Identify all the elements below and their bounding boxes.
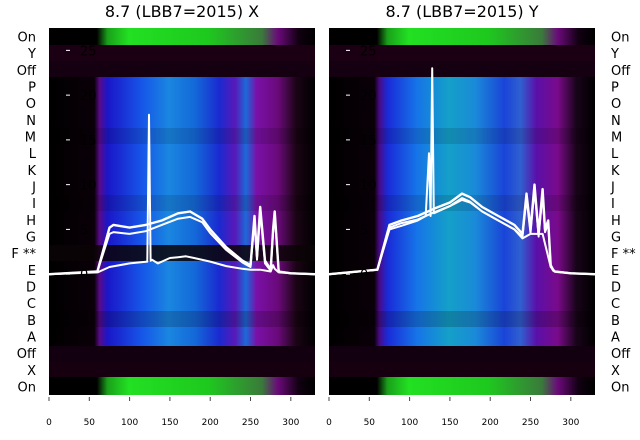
- row-label: On: [611, 381, 629, 396]
- y-tick-label: 10: [80, 179, 97, 194]
- row-label: Y: [610, 47, 619, 62]
- panel-y: 8.7 (LBB7=2015) Y 0 5 10 15 20 25 0 50 100 150 20…: [326, 2, 636, 428]
- x-tick-label: 250: [522, 418, 539, 428]
- row-label: D: [611, 281, 621, 296]
- y-axis-ticks: 0 5 10 15 20 25: [346, 44, 377, 283]
- x-tick-label: 150: [441, 418, 458, 428]
- row-label: E: [28, 264, 36, 279]
- row-label: D: [26, 281, 36, 296]
- row-label: G: [26, 231, 36, 246]
- row-label: A: [611, 331, 620, 346]
- row-label: X: [611, 364, 620, 379]
- x-tick-label: 50: [84, 418, 96, 428]
- row-label: J: [31, 181, 36, 196]
- y-tick-label: 5: [360, 223, 368, 238]
- chart-title: 8.7 (LBB7=2015) X: [105, 2, 259, 21]
- row-label: C: [611, 297, 620, 312]
- y-tick-label: 5: [80, 223, 88, 238]
- y-tick-label: 20: [360, 89, 377, 104]
- row-label: M: [611, 131, 622, 146]
- row-label: H: [611, 214, 621, 229]
- row-label: J: [610, 181, 615, 196]
- row-label: Off: [611, 64, 631, 79]
- series-line: [329, 67, 595, 276]
- row-label: K: [611, 164, 620, 179]
- row-label: O: [611, 97, 621, 112]
- row-label: I: [611, 197, 615, 212]
- y-tick-label: 20: [80, 89, 97, 104]
- row-label: E: [611, 264, 619, 279]
- series-lines: [329, 67, 595, 276]
- row-label: N: [26, 114, 36, 129]
- row-label: B: [611, 314, 620, 329]
- series-line: [49, 113, 315, 276]
- y-tick-label: 15: [80, 134, 97, 149]
- y-tick-label: 0: [80, 268, 88, 283]
- row-label: M: [25, 131, 36, 146]
- row-label: F **: [611, 247, 636, 262]
- y-tick-label: 15: [360, 134, 377, 149]
- series-line: [49, 210, 315, 276]
- y-tick-label: 0: [360, 268, 368, 283]
- x-tick-label: 0: [326, 418, 332, 428]
- row-label: X: [27, 364, 36, 379]
- row-label: On: [18, 31, 36, 46]
- y-tick-label: 10: [360, 179, 377, 194]
- row-label: P: [28, 81, 36, 96]
- y-tick-label: 25: [360, 44, 377, 59]
- row-label: On: [18, 381, 36, 396]
- x-tick-label: 0: [46, 418, 52, 428]
- row-label: H: [26, 214, 36, 229]
- row-label: L: [611, 147, 619, 162]
- x-tick-label: 100: [401, 418, 418, 428]
- heatmap-background: [329, 28, 595, 395]
- row-label: N: [611, 114, 621, 129]
- x-tick-label: 200: [482, 418, 499, 428]
- row-label: C: [27, 297, 36, 312]
- panel-x: 8.7 (LBB7=2015) X 0 5 10 15 20 25 0 50 100 150 20…: [11, 2, 315, 428]
- row-label: Off: [17, 347, 37, 362]
- series-lines: [49, 113, 315, 276]
- row-label: G: [611, 231, 621, 246]
- heatmap-background: [49, 28, 315, 395]
- row-label: F **: [11, 247, 36, 262]
- row-label: L: [29, 147, 37, 162]
- x-tick-label: 300: [282, 418, 299, 428]
- row-label: K: [27, 164, 36, 179]
- x-axis-ticks: 0 50 100 150 200 250 300: [46, 397, 300, 428]
- y-tick-label: 25: [80, 44, 97, 59]
- x-tick-label: 100: [121, 418, 138, 428]
- x-axis-ticks: 0 50 100 150 200 250 300: [326, 397, 580, 428]
- x-tick-label: 50: [364, 418, 376, 428]
- x-tick-label: 150: [161, 418, 178, 428]
- chart-title: 8.7 (LBB7=2015) Y: [385, 2, 538, 21]
- row-label: Off: [611, 347, 631, 362]
- row-label: I: [32, 197, 36, 212]
- row-label: Y: [27, 47, 36, 62]
- y-axis-ticks: 0 5 10 15 20 25: [66, 44, 97, 283]
- row-label: A: [27, 331, 36, 346]
- x-tick-label: 200: [202, 418, 219, 428]
- x-tick-label: 300: [562, 418, 579, 428]
- row-label: P: [611, 81, 619, 96]
- row-label: B: [27, 314, 36, 329]
- row-label: Off: [17, 64, 37, 79]
- row-label: On: [611, 31, 629, 46]
- x-tick-label: 250: [242, 418, 259, 428]
- row-label: O: [26, 97, 36, 112]
